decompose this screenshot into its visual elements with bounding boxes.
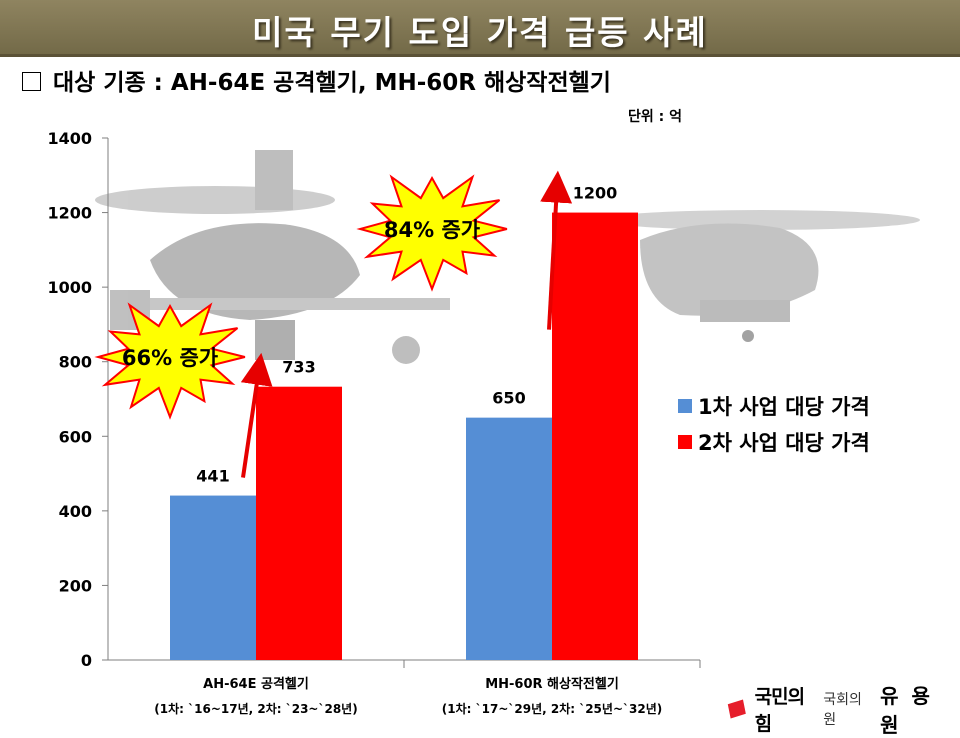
member-label: 국회의원 [823,692,862,728]
y-tick-label: 1000 [47,278,92,297]
legend-swatch-2 [678,435,692,449]
x-category-label: AH-64E 공격헬기 [203,676,309,692]
unit-label: 단위 : 억 [628,109,682,125]
bar-2-1 [256,386,342,660]
data-label: 1200 [573,184,618,203]
y-tick-label: 0 [81,651,92,670]
data-label: 441 [196,467,229,486]
party-logo-icon [727,699,746,719]
legend-swatch-1 [678,399,692,413]
y-tick-label: 1200 [47,204,92,223]
party-name: 국민의힘 [754,686,805,735]
subtitle: 대상 기종 : AH-64E 공격헬기, MH-60R 해상작전헬기 [22,63,611,97]
annotation-label: 84% 증가 [384,218,481,242]
legend-label-1: 1차 사업 대당 가격 [698,395,870,419]
legend-item-series-1: 1차 사업 대당 가격 [678,388,870,424]
data-label: 733 [282,358,315,377]
x-category-note: (1차: `16~17년, 2차: `23~`28년) [154,701,357,716]
page-title: 미국 무기 도입 가격 급등 사례 [252,13,708,52]
legend: 1차 사업 대당 가격 2차 사업 대당 가격 [678,388,870,460]
x-category-note: (1차: `17~`29년, 2차: `25년~`32년) [442,701,662,716]
y-tick-label: 1400 [47,129,92,148]
y-tick-label: 400 [59,502,92,521]
bar-2-2 [552,212,638,661]
x-category-label: MH-60R 해상작전헬기 [485,676,619,692]
y-tick-label: 200 [59,576,92,595]
subtitle-text: 대상 기종 : AH-64E 공격헬기, MH-60R 해상작전헬기 [53,70,611,96]
legend-item-series-2: 2차 사업 대당 가격 [678,424,870,460]
bar-1-1 [170,495,256,660]
legend-label-2: 2차 사업 대당 가격 [698,431,870,455]
y-tick-label: 600 [59,427,92,446]
checkbox-square-icon [22,72,41,91]
starburst-icon [356,174,508,292]
y-tick-label: 800 [59,353,92,372]
title-bar: 미국 무기 도입 가격 급등 사례 [0,0,960,57]
starburst-icon [94,302,246,420]
bar-chart: 0 200 400 600 800 1000 1200 1400 441 733 AH-64E 공격… [47,129,920,716]
apache-helicopter-image [95,150,450,364]
increase-arrow-icon [540,170,573,330]
data-label: 650 [492,389,525,408]
seahawk-helicopter-image [600,210,920,342]
member-name: 유 용 원 [880,684,933,737]
footer: 국민의힘 국회의원 유 용 원 [724,680,960,738]
increase-arrow-icon [240,352,273,478]
bar-1-2 [466,417,552,660]
annotation-label: 66% 증가 [122,346,219,370]
